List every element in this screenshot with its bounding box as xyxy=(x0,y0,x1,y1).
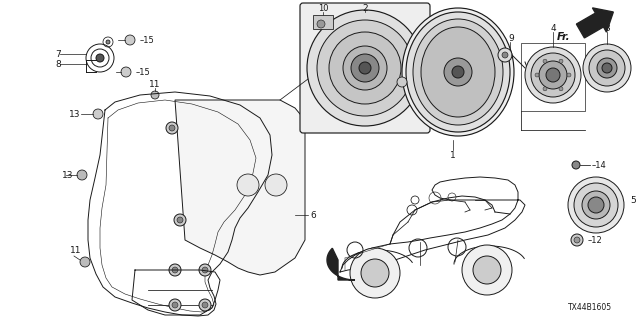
Polygon shape xyxy=(577,8,613,38)
Circle shape xyxy=(359,62,371,74)
Circle shape xyxy=(567,73,571,77)
Text: Fr.: Fr. xyxy=(556,32,570,42)
Text: TX44B1605: TX44B1605 xyxy=(568,303,612,313)
Circle shape xyxy=(177,217,183,223)
Circle shape xyxy=(531,53,575,97)
Circle shape xyxy=(498,48,512,62)
Circle shape xyxy=(539,61,567,89)
Ellipse shape xyxy=(444,58,472,86)
Circle shape xyxy=(172,302,178,308)
Circle shape xyxy=(172,267,178,273)
Circle shape xyxy=(574,183,618,227)
Circle shape xyxy=(602,63,612,73)
Circle shape xyxy=(329,32,401,104)
Text: 11: 11 xyxy=(149,79,161,89)
Text: –15: –15 xyxy=(136,68,151,76)
Ellipse shape xyxy=(413,19,503,125)
Circle shape xyxy=(121,67,131,77)
Circle shape xyxy=(77,170,87,180)
Circle shape xyxy=(543,87,547,91)
Circle shape xyxy=(535,73,539,77)
Circle shape xyxy=(568,177,624,233)
Ellipse shape xyxy=(406,12,510,132)
Ellipse shape xyxy=(452,66,464,78)
Circle shape xyxy=(543,59,547,63)
Circle shape xyxy=(589,50,625,86)
Circle shape xyxy=(93,109,103,119)
Circle shape xyxy=(202,267,208,273)
FancyBboxPatch shape xyxy=(313,15,333,29)
Circle shape xyxy=(96,54,104,62)
Circle shape xyxy=(237,174,259,196)
Circle shape xyxy=(525,47,581,103)
Text: 11: 11 xyxy=(70,245,81,254)
Text: –12: –12 xyxy=(588,236,603,244)
Circle shape xyxy=(199,299,211,311)
Circle shape xyxy=(265,174,287,196)
Circle shape xyxy=(351,54,379,82)
Circle shape xyxy=(502,52,508,58)
Circle shape xyxy=(462,245,512,295)
Circle shape xyxy=(571,234,583,246)
Text: 5: 5 xyxy=(630,196,636,204)
Circle shape xyxy=(80,257,90,267)
Circle shape xyxy=(588,197,604,213)
Text: 13: 13 xyxy=(68,109,80,118)
Text: 9: 9 xyxy=(508,34,514,43)
Circle shape xyxy=(473,256,501,284)
Text: 3: 3 xyxy=(604,23,610,33)
Circle shape xyxy=(125,35,135,45)
FancyBboxPatch shape xyxy=(300,3,430,133)
Text: 13: 13 xyxy=(62,171,74,180)
Circle shape xyxy=(559,59,563,63)
Circle shape xyxy=(574,237,580,243)
Circle shape xyxy=(343,46,387,90)
Circle shape xyxy=(361,259,389,287)
Circle shape xyxy=(202,302,208,308)
Circle shape xyxy=(151,91,159,99)
Ellipse shape xyxy=(421,27,495,117)
Circle shape xyxy=(199,264,211,276)
Circle shape xyxy=(106,40,110,44)
Circle shape xyxy=(169,264,181,276)
Circle shape xyxy=(559,87,563,91)
Circle shape xyxy=(169,125,175,131)
Circle shape xyxy=(317,20,413,116)
Text: –15: –15 xyxy=(140,36,155,44)
Text: 2: 2 xyxy=(362,4,368,12)
Ellipse shape xyxy=(402,8,514,136)
Circle shape xyxy=(307,10,423,126)
Circle shape xyxy=(397,77,407,87)
Circle shape xyxy=(546,68,560,82)
Polygon shape xyxy=(175,100,305,275)
Text: 1: 1 xyxy=(450,150,456,159)
Text: 7: 7 xyxy=(55,50,61,59)
Circle shape xyxy=(597,58,617,78)
Circle shape xyxy=(582,191,610,219)
Circle shape xyxy=(166,122,178,134)
Circle shape xyxy=(174,214,186,226)
Text: 4: 4 xyxy=(550,23,556,33)
Text: 10: 10 xyxy=(317,4,328,12)
Circle shape xyxy=(572,161,580,169)
Polygon shape xyxy=(327,248,355,280)
Circle shape xyxy=(169,299,181,311)
Text: 6: 6 xyxy=(310,211,316,220)
Circle shape xyxy=(317,20,325,28)
Circle shape xyxy=(583,44,631,92)
Text: –14: –14 xyxy=(592,161,607,170)
Text: 8: 8 xyxy=(55,60,61,68)
Circle shape xyxy=(350,248,400,298)
